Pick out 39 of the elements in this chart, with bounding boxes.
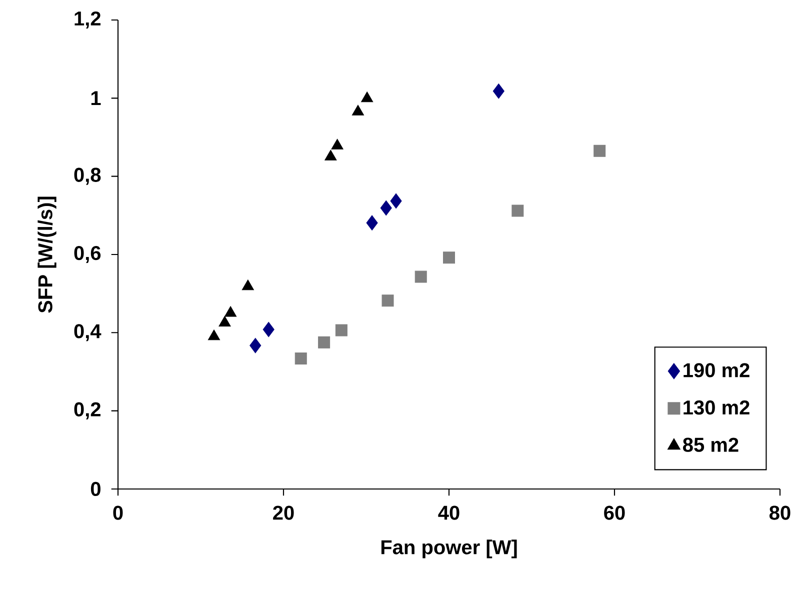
x-tick-label: 40 [438,506,460,520]
point [224,306,237,317]
point [492,84,504,99]
y-tick-label: 1 [91,91,101,106]
x-tick-label: 80 [770,506,790,520]
point [414,270,427,283]
point [294,352,307,364]
point [390,193,402,209]
point [352,104,364,116]
y-tick-label: 1,2 [74,11,100,29]
x-tick-label: 0 [113,506,123,520]
point [331,138,344,150]
x-tick-label: 20 [273,506,294,520]
point [361,92,374,102]
point [594,144,606,157]
point [443,252,456,264]
y-tick-label: 0,4 [74,324,102,342]
y-tick-label: 0,6 [74,246,101,264]
point [262,322,274,338]
legend-label: 190 m2 [684,363,750,378]
y-tick-label: 0,2 [74,402,100,420]
point [382,294,394,307]
x-tick-label: 60 [604,506,625,520]
point [366,215,378,230]
point [242,280,254,290]
x-axis-title: Fan power [W] [381,540,517,558]
point [318,336,330,348]
y-tick-label: 0 [90,482,100,496]
point [218,316,231,326]
legend-label: 85 m2 [683,438,738,452]
point [250,338,262,354]
y-tick-label: 0,8 [74,168,101,185]
point [208,330,220,340]
point [335,324,348,336]
y-axis-title: SFP [W/(l/s)] [38,196,56,313]
point [512,204,524,217]
point [324,150,337,160]
legend-label: 130 m2 [684,400,750,415]
point [380,200,392,216]
